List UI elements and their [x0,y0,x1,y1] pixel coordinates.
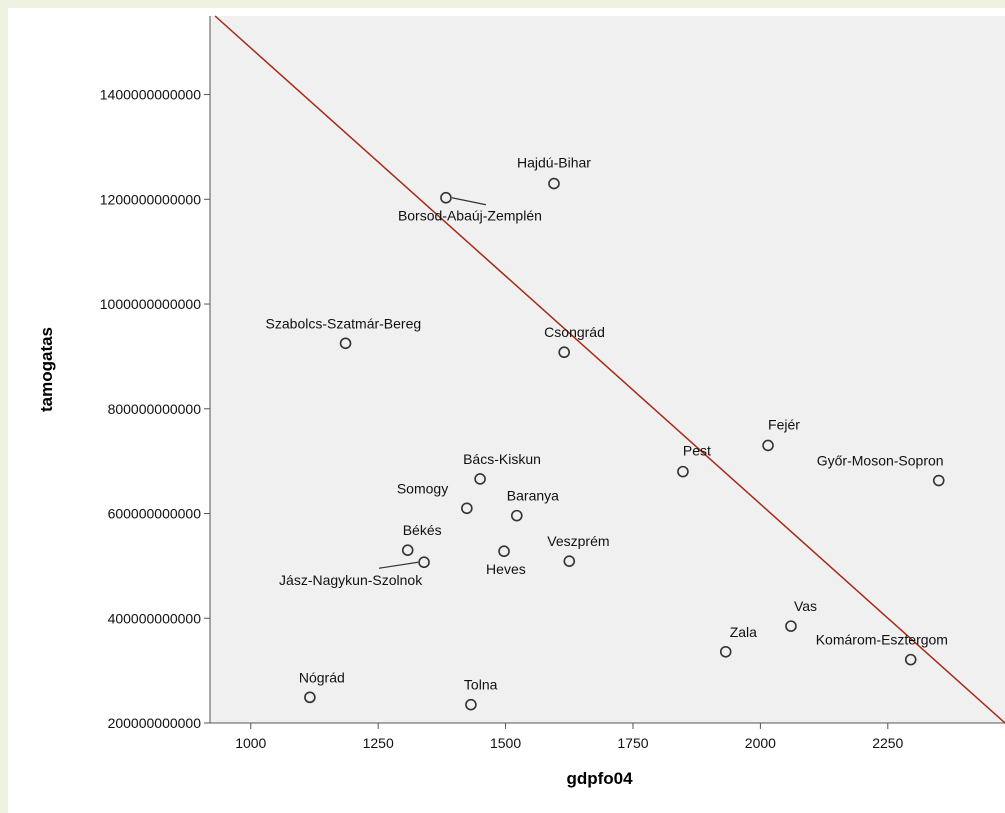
y-axis-ticks: 200000000000 400000000000 600000000000 8000… [100,87,210,731]
data-point [563,555,576,567]
point-label: Baranya [507,488,559,504]
data-point [548,177,560,190]
point-label: Somogy [397,480,448,496]
point-labels: Hajdú-Bihar Borsod-Abaúj-Zemplén Szabolcs-… [266,155,948,693]
x-tick-label: 1500 [490,735,521,751]
data-point [498,545,510,558]
leader-lines [378,197,487,569]
leader-line [451,197,487,206]
x-tick-label: 1750 [617,735,648,751]
point-label: Heves [486,561,526,577]
data-point [461,502,473,515]
data-point [719,645,732,658]
data-point [677,465,689,478]
point-label: Tolna [464,677,498,693]
point-label: Jász-Nagykun-Szolnok [279,572,423,588]
point-label: Borsod-Abaúj-Zemplén [398,208,542,224]
data-point [465,698,477,711]
x-axis-ticks: 1000 1250 1500 1750 2000 2250 [235,723,904,751]
point-label: Csongrád [544,324,605,340]
data-point [785,620,797,632]
leader-line [378,561,419,569]
point-label: Veszprém [547,533,609,549]
point-label: Komárom-Esztergom [816,632,948,648]
x-tick-label: 2250 [872,735,903,751]
point-label: Békés [403,522,442,538]
x-tick-label: 1250 [363,735,394,751]
y-tick-label: 600000000000 [108,506,202,522]
y-tick-label: 200000000000 [108,715,202,731]
y-tick-label: 400000000000 [108,610,202,626]
data-point [510,509,523,522]
y-tick-label: 1000000000000 [100,296,201,312]
point-label: Zala [730,624,757,640]
data-points [304,177,945,711]
point-label: Bács-Kiskun [463,451,541,467]
point-label: Nógrád [299,669,345,685]
point-label: Pest [683,443,711,459]
scatter-chart: 1000 1250 1500 1750 2000 2250 200000000000 400… [37,15,1005,788]
data-point [932,474,945,487]
point-label: Győr-Moson-Sopron [817,453,944,469]
point-label: Szabolcs-Szatmár-Bereg [266,315,422,331]
data-point [440,191,452,204]
reference-line [214,15,1005,724]
data-point [474,473,486,485]
data-point [339,337,352,350]
data-point [418,556,430,569]
point-label: Fejér [768,416,800,432]
data-point [401,544,414,556]
chart-frame: 1000 1250 1500 1750 2000 2250 200000000000 400… [8,8,1005,813]
x-tick-label: 1000 [235,735,266,751]
x-tick-label: 2000 [745,735,776,751]
point-label: Vas [794,598,817,614]
data-point [762,439,774,452]
y-tick-label: 1200000000000 [100,191,201,207]
data-point [904,653,917,666]
y-axis-title: tamogatas [37,327,56,412]
data-point [304,691,316,704]
point-label: Hajdú-Bihar [517,155,591,171]
y-tick-label: 800000000000 [108,401,202,417]
x-axis-title: gdpfo04 [566,769,633,788]
data-point [558,346,570,359]
y-tick-label: 1400000000000 [100,87,201,103]
